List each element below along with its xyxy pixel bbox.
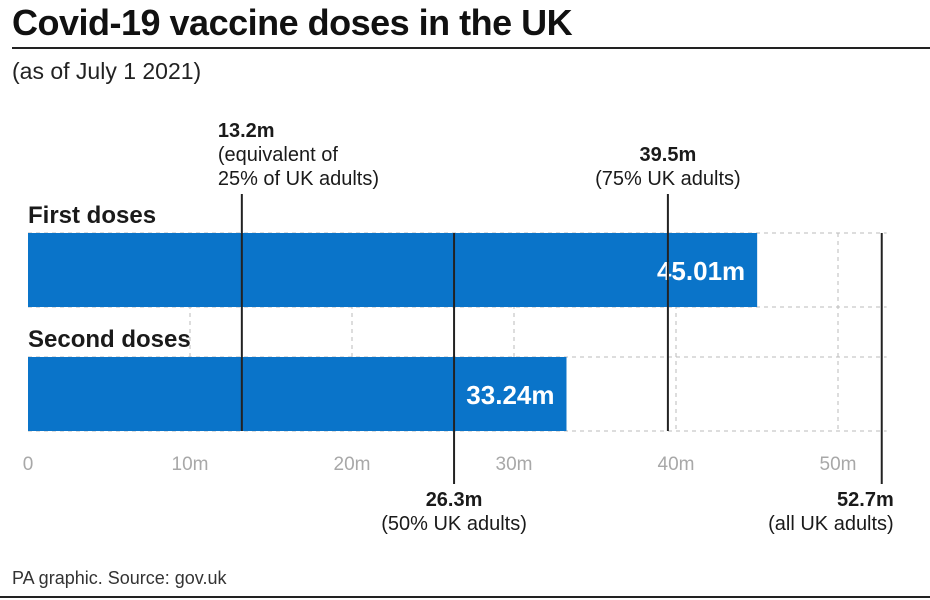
category-label: Second doses: [28, 326, 191, 353]
reference-label: 26.3m: [426, 489, 483, 511]
x-tick-label: 40m: [658, 454, 695, 475]
bar: [28, 357, 567, 431]
x-tick-label: 50m: [820, 454, 857, 475]
reference-label: (all UK adults): [768, 513, 894, 535]
x-tick-label: 20m: [334, 454, 371, 475]
bar-value-label: 33.24m: [466, 380, 554, 410]
reference-label: (50% UK adults): [381, 513, 527, 535]
x-tick-label: 0: [23, 454, 34, 475]
category-label: First doses: [28, 202, 156, 229]
reference-label: (equivalent of: [218, 144, 339, 166]
chart-subtitle: (as of July 1 2021): [12, 58, 202, 84]
reference-label: 25% of UK adults): [218, 168, 379, 190]
title-divider: [12, 47, 930, 49]
bar-value-label: 45.01m: [657, 256, 745, 286]
x-tick-label: 10m: [172, 454, 209, 475]
x-tick-label: 30m: [496, 454, 533, 475]
reference-label: 52.7m: [837, 489, 894, 511]
chart-title: Covid-19 vaccine doses in the UK: [12, 2, 573, 43]
reference-label: (75% UK adults): [595, 168, 741, 190]
reference-label: 39.5m: [640, 144, 697, 166]
bottom-divider: [0, 596, 930, 598]
reference-label: 13.2m: [218, 120, 275, 142]
bar: [28, 233, 758, 307]
source-note: PA graphic. Source: gov.uk: [12, 568, 227, 588]
